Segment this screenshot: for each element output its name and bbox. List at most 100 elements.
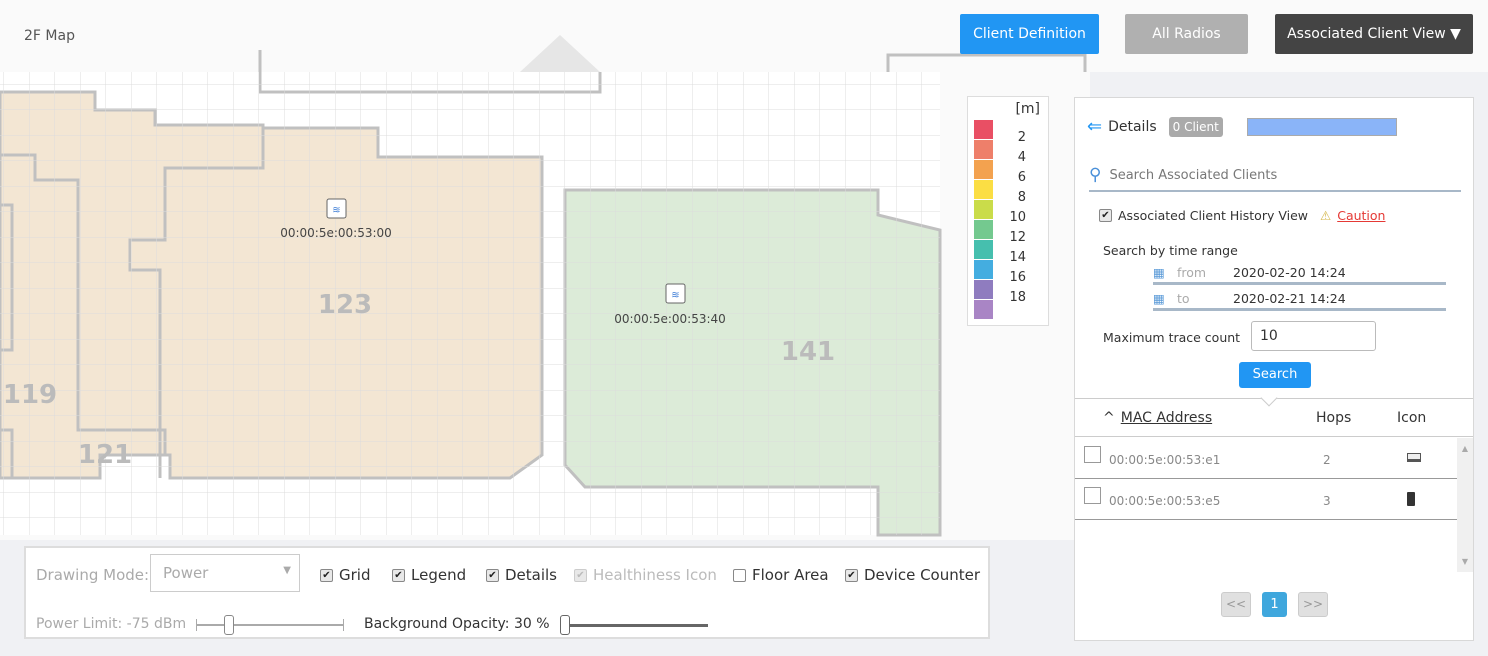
legend-swatch: [974, 160, 993, 179]
drawing-mode-label: Drawing Mode:: [36, 566, 150, 584]
from-value: 2020-02-20 14:24: [1233, 264, 1346, 280]
slider-handle[interactable]: [224, 615, 234, 635]
max-trace-input[interactable]: 10: [1251, 321, 1376, 351]
to-date-field[interactable]: ▦ to 2020-02-21 14:24: [1153, 288, 1446, 311]
legend-level: 10: [1009, 210, 1026, 225]
next-page-button[interactable]: >>: [1298, 592, 1328, 617]
warning-icon: ⚠: [1320, 208, 1332, 223]
legend-swatch: [974, 300, 993, 319]
room-label-121: 121: [78, 440, 132, 470]
search-icon: ⚲: [1089, 165, 1102, 185]
column-header-mac[interactable]: MAC Address: [1120, 410, 1213, 426]
table-row[interactable]: 00:00:5e:00:53:e5 3: [1075, 479, 1457, 520]
legend-level: 12: [1009, 230, 1026, 245]
calendar-icon: ▦: [1153, 290, 1165, 306]
laptop-icon: [1407, 451, 1421, 466]
access-point-2[interactable]: ≋ 00:00:5e:00:53:40: [614, 283, 726, 326]
distance-legend: [m] 2 4 6 8 10 12 14 16 18: [967, 96, 1049, 326]
background-opacity-label: Background Opacity: 30 %: [364, 616, 550, 632]
caution-link[interactable]: Caution: [1337, 208, 1386, 223]
grid-label: Grid: [339, 566, 371, 584]
legend-swatch: [974, 240, 993, 259]
device-counter-checkbox[interactable]: ✔: [845, 568, 858, 582]
ap-mac-label: 00:00:5e:00:53:40: [614, 312, 726, 326]
history-view-label: Associated Client History View: [1118, 208, 1308, 223]
floor-area-checkbox[interactable]: [733, 568, 746, 582]
page-1-button[interactable]: 1: [1262, 592, 1287, 617]
svg-text:≋: ≋: [332, 205, 340, 216]
legend-unit: [m]: [1015, 101, 1040, 117]
history-view-checkbox[interactable]: ✔: [1099, 209, 1112, 222]
room-label-123: 123: [318, 290, 372, 320]
drawing-mode-select[interactable]: Power ▼: [150, 554, 300, 592]
search-associated-clients[interactable]: ⚲ Search Associated Clients: [1089, 160, 1461, 192]
legend-level: 18: [1009, 290, 1026, 305]
drawing-mode-value: Power: [163, 564, 209, 582]
healthiness-icon-label: Healthiness Icon: [593, 566, 717, 584]
power-limit-slider[interactable]: [196, 615, 344, 635]
ap-mac-label: 00:00:5e:00:53:00: [280, 226, 392, 240]
associated-client-view-button[interactable]: Associated Client View ▼: [1275, 14, 1473, 54]
background-opacity-slider[interactable]: [560, 615, 708, 635]
legend-level: 4: [1017, 150, 1026, 165]
column-header-hops: Hops: [1316, 410, 1352, 426]
drawing-controls: Drawing Mode: Power ▼ ✔ Grid ✔ Legend ✔ Det…: [24, 546, 990, 639]
grid-checkbox[interactable]: ✔: [320, 568, 333, 582]
healthiness-icon-checkbox[interactable]: ✔: [574, 568, 587, 582]
device-counter-label: Device Counter: [864, 566, 981, 584]
legend-swatch: [974, 180, 993, 199]
row-hops: 3: [1323, 494, 1331, 508]
table-row[interactable]: 00:00:5e:00:53:e1 2: [1075, 438, 1457, 479]
row-hops: 2: [1323, 453, 1331, 467]
legend-level: 6: [1017, 170, 1026, 185]
max-trace-label: Maximum trace count: [1103, 330, 1241, 345]
wifi-ap-icon: [665, 283, 686, 304]
all-radios-button[interactable]: All Radios: [1125, 14, 1248, 54]
table-scrollbar[interactable]: ▲ ▼: [1457, 438, 1473, 572]
client-definition-button[interactable]: Client Definition: [960, 14, 1099, 54]
phone-icon: [1407, 492, 1415, 510]
search-input[interactable]: Search Associated Clients: [1109, 167, 1278, 183]
legend-checkbox[interactable]: ✔: [392, 568, 405, 582]
details-label: Details: [1108, 118, 1157, 135]
from-label: from: [1177, 264, 1207, 280]
legend-label: Legend: [411, 566, 467, 584]
room-label-119: 119: [3, 380, 57, 410]
power-limit-label: Power Limit: -75 dBm: [36, 616, 187, 632]
floor-map[interactable]: 123 119 121 141 ≋ 00:00:5e:00:53:00 ≋ 00…: [0, 30, 1090, 540]
row-checkbox[interactable]: [1084, 446, 1101, 463]
calendar-icon: ▦: [1153, 264, 1165, 280]
legend-swatch: [974, 260, 993, 279]
time-range-label: Search by time range: [1103, 243, 1238, 258]
client-count-badge: 0 Client: [1168, 116, 1223, 137]
legend-level: 8: [1017, 190, 1026, 205]
room-label-141: 141: [781, 337, 835, 367]
chevron-down-icon: ▼: [283, 565, 291, 576]
row-mac: 00:00:5e:00:53:e1: [1109, 453, 1221, 467]
prev-page-button[interactable]: <<: [1221, 592, 1251, 617]
details-label: Details: [505, 566, 558, 584]
client-color-bar: [1247, 118, 1397, 136]
to-value: 2020-02-21 14:24: [1233, 290, 1346, 306]
legend-swatch: [974, 140, 993, 159]
legend-swatch: [974, 280, 993, 299]
column-header-icon: Icon: [1397, 410, 1427, 426]
collapse-details-icon[interactable]: ⇐: [1087, 116, 1103, 137]
details-checkbox[interactable]: ✔: [486, 568, 499, 582]
row-checkbox[interactable]: [1084, 487, 1101, 504]
slider-handle[interactable]: [560, 615, 570, 635]
row-mac: 00:00:5e:00:53:e5: [1109, 494, 1221, 508]
legend-swatch: [974, 200, 993, 219]
details-panel: ⇐ Details 0 Client ⚲ Search Associated C…: [1074, 97, 1474, 641]
access-point-1[interactable]: ≋ 00:00:5e:00:53:00: [280, 198, 392, 240]
wifi-ap-icon: [326, 198, 347, 219]
legend-swatch: [974, 120, 993, 139]
from-date-field[interactable]: ▦ from 2020-02-20 14:24: [1153, 262, 1446, 285]
legend-level: 16: [1009, 270, 1026, 285]
svg-text:≋: ≋: [671, 290, 679, 301]
to-label: to: [1177, 290, 1190, 306]
map-title: 2F Map: [24, 28, 75, 44]
search-button[interactable]: Search: [1239, 362, 1311, 388]
legend-level: 2: [1017, 130, 1026, 145]
legend-level: 14: [1009, 250, 1026, 265]
